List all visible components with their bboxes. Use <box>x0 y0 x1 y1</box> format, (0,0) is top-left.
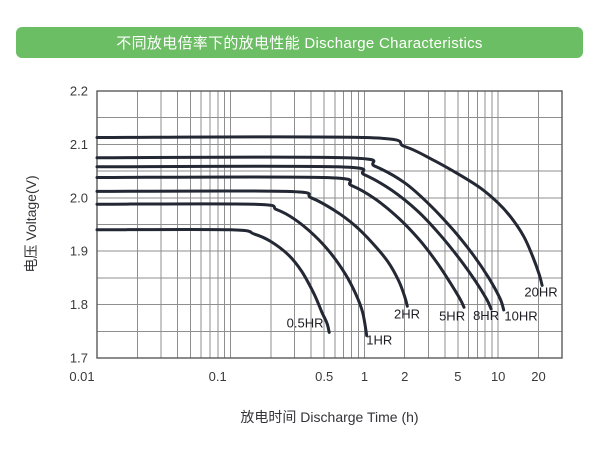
x-tick-label-1: 1 <box>361 369 368 384</box>
curve-label-1HR: 1HR <box>366 332 392 347</box>
x-tick-label-10: 10 <box>491 369 505 384</box>
curve-label-8HR: 8HR <box>473 308 499 323</box>
series-curve-2HR <box>95 189 409 308</box>
curve-label-5HR: 5HR <box>439 308 465 323</box>
x-tick-label-2: 2 <box>401 369 408 384</box>
y-tick-label-2.2: 2.2 <box>70 84 88 99</box>
curve-label-2HR: 2HR <box>394 307 420 322</box>
series-curve-10HR <box>95 155 506 312</box>
series-curves <box>95 135 544 338</box>
axis-tick-labels: 0.01 0.1 0.5 1 2 5 10 20 2.2 2.1 2.0 1.9 1.8 1.7 <box>69 84 545 385</box>
y-tick-label-1.7: 1.7 <box>70 351 88 366</box>
x-tick-label-0.1: 0.1 <box>209 369 227 384</box>
series-curve-8HR <box>95 164 493 311</box>
x-axis-title: 放电时间 Discharge Time (h) <box>240 409 419 425</box>
series-curve-20HR <box>95 135 544 287</box>
series-curve-0.5HR <box>95 227 331 334</box>
chart-title: 不同放电倍率下的放电性能 Discharge Characteristics <box>116 35 483 52</box>
x-tick-label-0.5: 0.5 <box>315 369 333 384</box>
y-tick-label-1.8: 1.8 <box>70 297 88 312</box>
y-tick-label-2.0: 2.0 <box>70 190 88 205</box>
x-tick-label-5: 5 <box>454 369 461 384</box>
y-tick-label-1.9: 1.9 <box>70 244 88 259</box>
curve-label-20HR: 20HR <box>524 284 557 299</box>
chart-title-bar: 不同放电倍率下的放电性能 Discharge Characteristics <box>16 27 583 58</box>
x-tick-label-0.01: 0.01 <box>69 369 94 384</box>
curve-label-0.5HR: 0.5HR <box>287 315 324 330</box>
series-curve-5HR <box>95 175 466 309</box>
y-axis-title: 电压 Voltage(V) <box>23 175 39 273</box>
y-tick-label-2.1: 2.1 <box>70 137 88 152</box>
x-tick-label-20: 20 <box>531 369 545 384</box>
curve-label-10HR: 10HR <box>504 308 537 323</box>
series-curve-1HR <box>95 202 369 338</box>
plot-border <box>96 90 563 359</box>
